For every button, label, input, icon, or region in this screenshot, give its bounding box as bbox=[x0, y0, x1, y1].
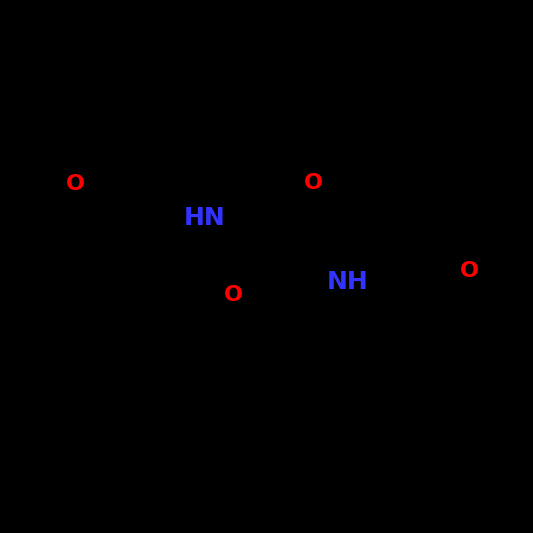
Text: O: O bbox=[66, 174, 85, 195]
Text: O: O bbox=[223, 285, 243, 305]
Text: O: O bbox=[303, 173, 322, 193]
Text: O: O bbox=[460, 261, 479, 280]
Text: NH: NH bbox=[327, 270, 369, 294]
Text: HN: HN bbox=[184, 206, 226, 230]
